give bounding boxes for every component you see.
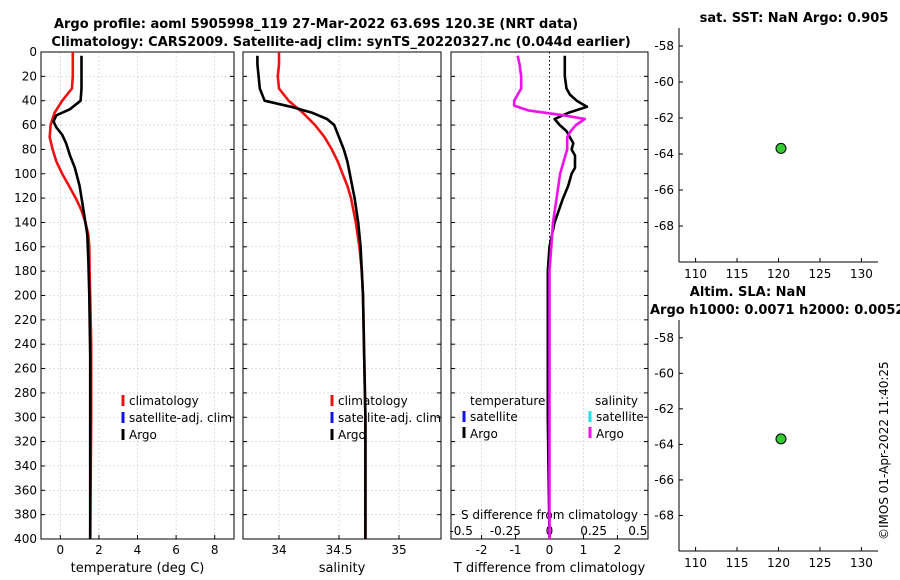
legend-sal-item: satellite [596,410,644,424]
float-location-marker [775,142,787,154]
legend-item: Argo [129,428,157,442]
y-tick-label: -60 [654,366,674,380]
x-tick-label: 6 [172,543,180,557]
x-tick-label: 0 [546,543,554,557]
y-tick-label: 380 [14,508,37,522]
sla-title-line-1: Altim. SLA: NaN [690,285,806,300]
sst-title: sat. SST: NaN Argo: 0.905 [700,11,889,26]
y-tick-label: 320 [14,435,37,449]
y-tick-label: 400 [14,532,37,546]
x-tick-label: 34.5 [326,543,353,557]
y-tick-label: 260 [14,362,37,376]
y-tick-label: 160 [14,240,37,254]
y-tick-label: 80 [22,142,37,156]
map-sst-map: -58 -60 -62 -64 -66 -68 110 115 120 125 130 [654,28,878,281]
x-axis-label: temperature (deg C) [71,561,205,576]
y-tick-label: 280 [14,386,37,400]
x-tick-label: 34 [271,543,286,557]
y-tick-label: 60 [22,118,37,132]
series-line-Argo [52,55,92,539]
title-line-1: Argo profile: aoml 5905998_119 27-Mar-20… [54,17,578,32]
legend-sal-item: Argo [596,427,624,441]
y-tick-label: 20 [22,69,37,83]
s-tick-label: 0.25 [580,524,607,538]
imos-watermark: ©IMOS 01-Apr-2022 11:40:25 [877,361,891,540]
legend-temp-title: temperature [470,394,545,408]
y-tick-label: -58 [654,39,674,53]
y-tick-label: 100 [14,167,37,181]
panel-temperature: 0204060801001201401601802002202402602803… [14,45,235,576]
legend-item: Argo [338,428,366,442]
float-location-marker [775,433,787,445]
legend-item: climatology [129,394,199,408]
panel-salinity: 34 34.5 35 climatology satellite-adj. clim Ar… [242,51,442,576]
y-tick-label: -66 [654,183,674,197]
y-tick-label: 40 [22,94,37,108]
panel-difference: -2 -1 0 1 2-0.5 -0.25 0 0.25 0.5S difference fro… [449,51,649,576]
x-tick-label: 130 [850,267,873,281]
x-tick-label: 115 [726,267,749,281]
x-tick-label: -1 [510,543,522,557]
legend-sal-title: salinity [595,394,638,408]
y-tick-label: 180 [14,264,37,278]
x-tick-label: 2 [614,543,622,557]
x-tick-label: 35 [391,543,406,557]
y-tick-label: 340 [14,459,37,473]
y-tick-label: -62 [654,111,674,125]
legend-temp-item: Argo [470,427,498,441]
y-tick-label: 140 [14,215,37,229]
legend-item: satellite-adj. clim [129,411,232,425]
y-tick-label: 120 [14,191,37,205]
x-tick-label: 130 [850,556,873,570]
y-tick-label: 0 [29,45,37,59]
s-tick-label: 0.5 [628,524,647,538]
y-tick-label: -66 [654,473,674,487]
y-tick-label: -68 [654,219,674,233]
x-tick-label: 2 [95,543,103,557]
x-axis-label: salinity [319,561,366,576]
y-tick-label: -62 [654,402,674,416]
y-tick-label: 220 [14,313,37,327]
sla-title-line-2: Argo h1000: 0.0071 h2000: 0.0052 [650,303,900,318]
x-tick-label: -2 [476,543,488,557]
series-line-black [546,55,589,540]
x-axis-label: T difference from climatology [453,561,646,576]
title-line-2: Climatology: CARS2009. Satellite-adj cli… [51,35,630,50]
x-tick-label: 115 [726,556,749,570]
x-tick-label: 110 [684,267,707,281]
y-tick-label: -60 [654,75,674,89]
x-tick-label: 110 [684,556,707,570]
y-tick-label: 200 [14,289,37,303]
x-tick-label: 0 [56,543,64,557]
y-tick-label: 360 [14,483,37,497]
x-tick-label: 120 [767,556,790,570]
y-tick-label: -64 [654,437,674,451]
series-line-magenta [512,55,587,539]
y-tick-label: 300 [14,410,37,424]
x-tick-label: 1 [580,543,588,557]
x-tick-label: 120 [767,267,790,281]
x-tick-label: 4 [134,543,142,557]
s-tick-label: -0.25 [490,524,521,538]
legend-item: satellite-adj. clim [338,411,441,425]
y-tick-label: -64 [654,147,674,161]
y-tick-label: 240 [14,337,37,351]
legend-temp-item: satellite [470,410,518,424]
x-tick-label: 125 [809,267,832,281]
y-tick-label: -58 [654,331,674,345]
legend-item: climatology [338,394,408,408]
s-tick-label: -0.5 [449,524,472,538]
y-tick-label: -68 [654,508,674,522]
map-sla-map: -58 -60 -62 -64 -66 -68 110 115 120 125 130 [654,320,878,570]
x-tick-label: 125 [809,556,832,570]
series-line-Argo [256,55,367,539]
x-tick-label: 8 [211,543,219,557]
